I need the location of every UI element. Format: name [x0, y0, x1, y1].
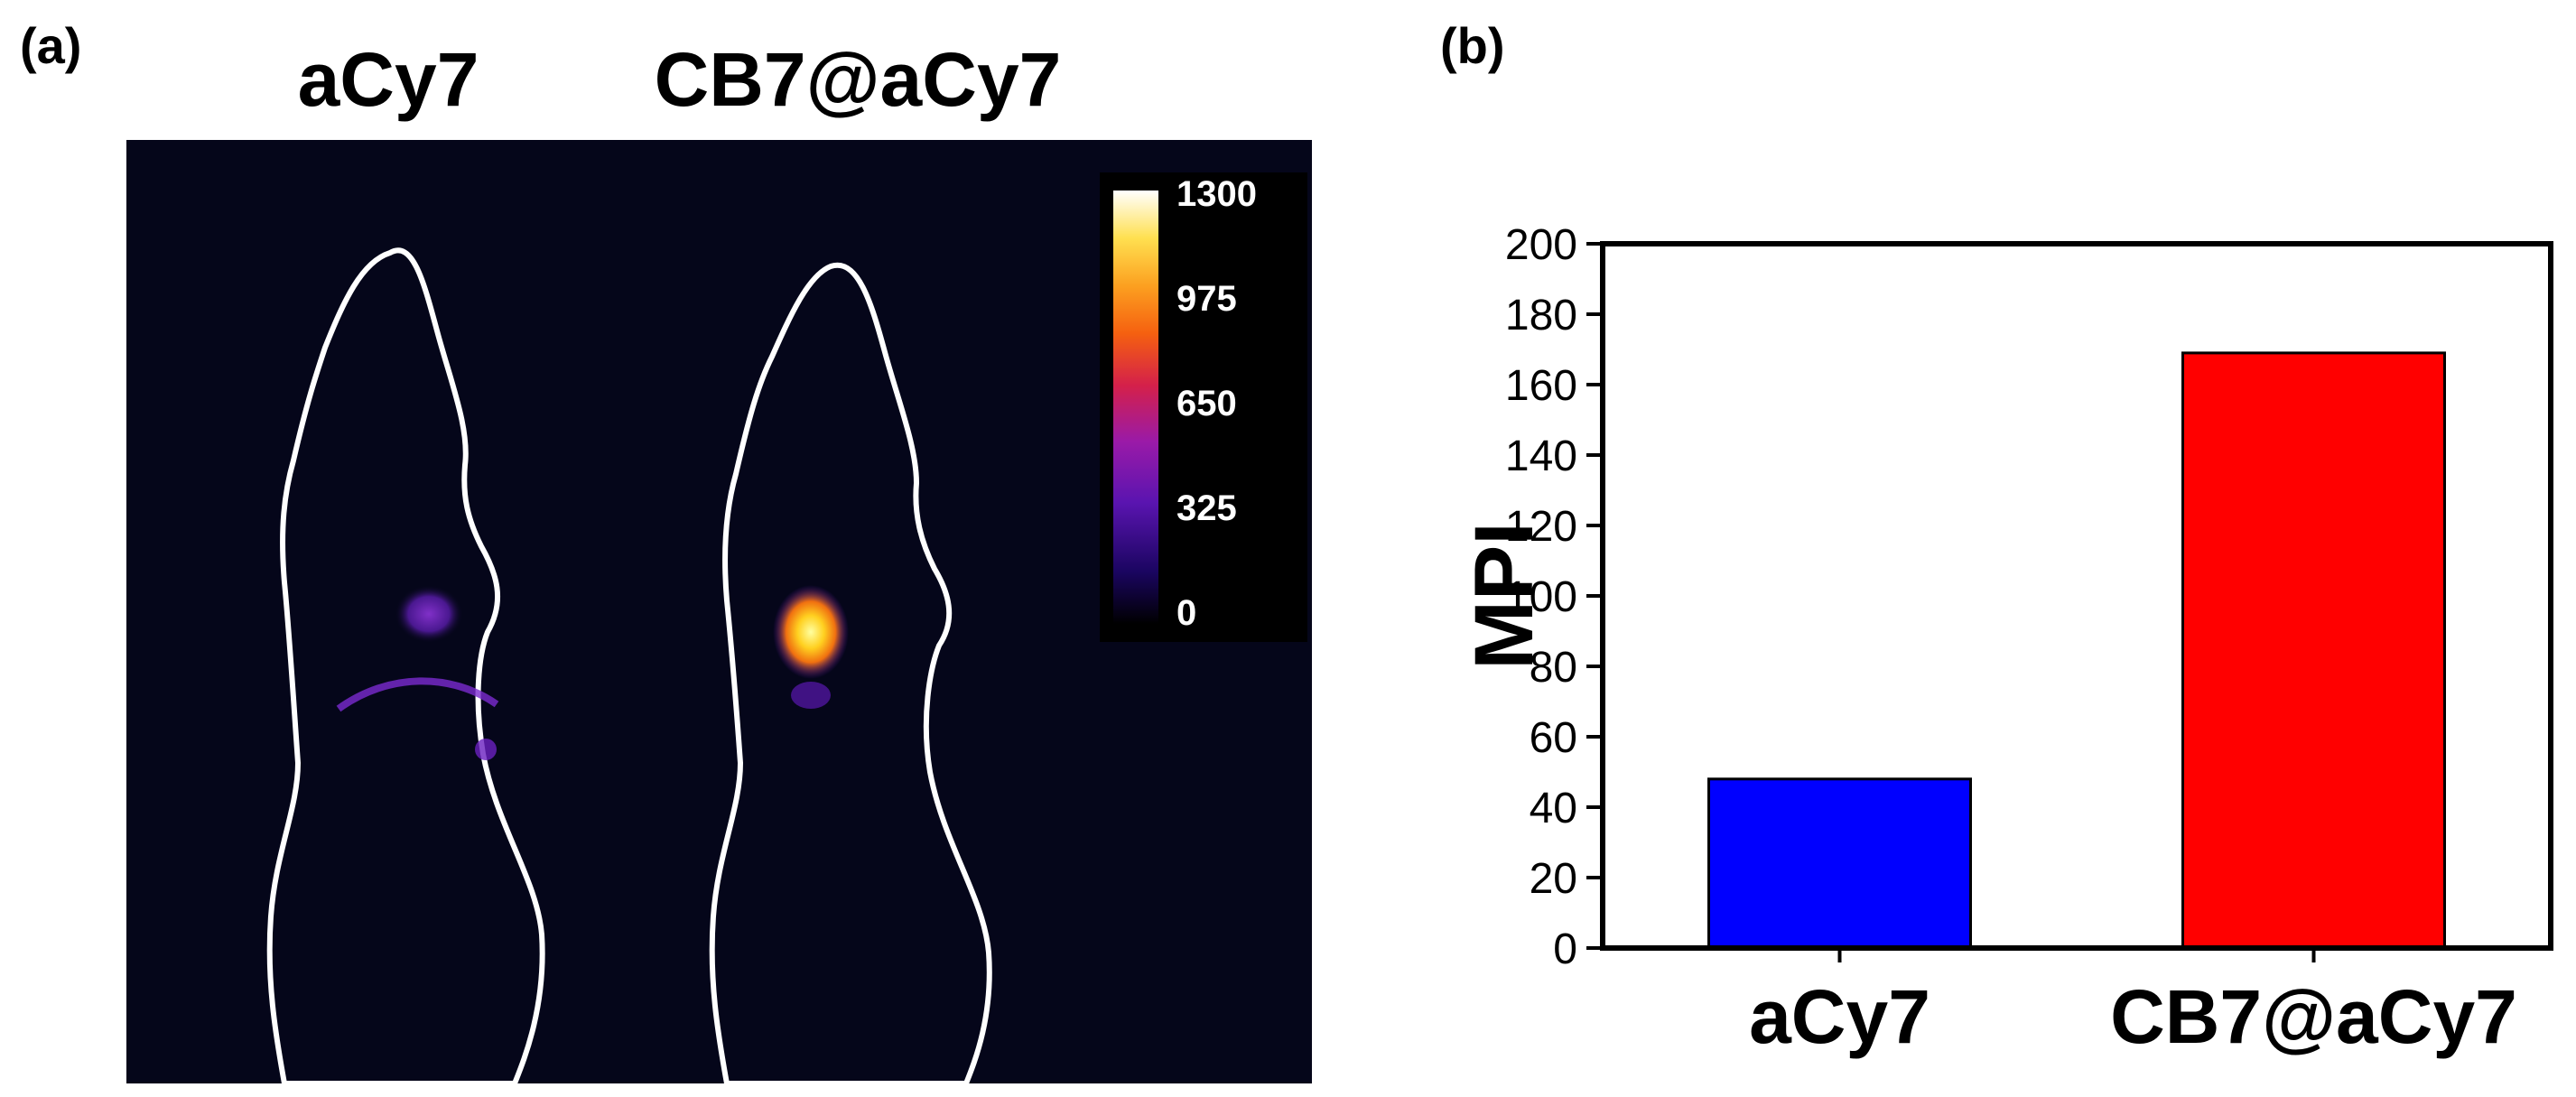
fluorescence-image: 1300 975 650 325 0 — [126, 140, 1312, 1083]
y-axis-label: MPI — [1458, 522, 1550, 670]
y-tick-label: 80 — [1530, 644, 1577, 692]
signal-arc-left — [336, 677, 499, 712]
x-axis-labels: aCy7 CB7@aCy7 — [1749, 948, 2517, 1059]
signal-hotspot-right — [773, 585, 849, 679]
colorbar-tick-650: 650 — [1176, 384, 1237, 423]
mouse-outline-left — [266, 247, 545, 1083]
colorbar-tick-1300: 1300 — [1176, 174, 1257, 214]
bar-cb7-acy7 — [2181, 351, 2446, 950]
y-tick-label: 140 — [1505, 432, 1577, 480]
x-tick-label: CB7@aCy7 — [2110, 974, 2517, 1059]
y-tick-label: 200 — [1505, 221, 1577, 269]
y-tick-label: 20 — [1530, 855, 1577, 903]
column-title-acy7: aCy7 — [297, 37, 479, 122]
y-tick-label: 40 — [1530, 785, 1577, 832]
column-title-cb7-acy7: CB7@aCy7 — [654, 37, 1062, 122]
y-tick-label: 100 — [1505, 573, 1577, 621]
mouse-image-svg — [266, 247, 992, 1083]
plot-frame — [1600, 241, 2553, 951]
colorbar-tick-975: 975 — [1176, 279, 1237, 319]
y-tick-label: 180 — [1505, 292, 1577, 339]
y-tick-label: 120 — [1505, 503, 1577, 551]
x-tick-label: aCy7 — [1749, 974, 1930, 1059]
y-tick-label: 160 — [1505, 362, 1577, 410]
colorbar-tick-0: 0 — [1176, 593, 1197, 633]
bar-acy7 — [1707, 777, 1972, 950]
mouse-outline-right — [709, 262, 992, 1083]
y-axis-ticks: 0 20 40 60 80 100 120 140 160 180 200 — [1505, 221, 1603, 973]
panel-b-label: (b) — [1440, 17, 1505, 74]
y-tick-label: 60 — [1530, 714, 1577, 762]
panel-a-label: (a) — [20, 17, 82, 74]
bars — [1707, 351, 2446, 950]
signal-dim-left — [395, 585, 463, 643]
colorbar: 1300 975 650 325 0 — [1100, 172, 1307, 642]
bar-chart: 0 20 40 60 80 100 120 140 160 180 200 aCy7 CB7@aCy7… — [1458, 221, 2553, 1059]
y-tick-label: 0 — [1553, 925, 1577, 973]
colorbar-gradient — [1113, 191, 1158, 624]
colorbar-tick-325: 325 — [1176, 488, 1237, 528]
